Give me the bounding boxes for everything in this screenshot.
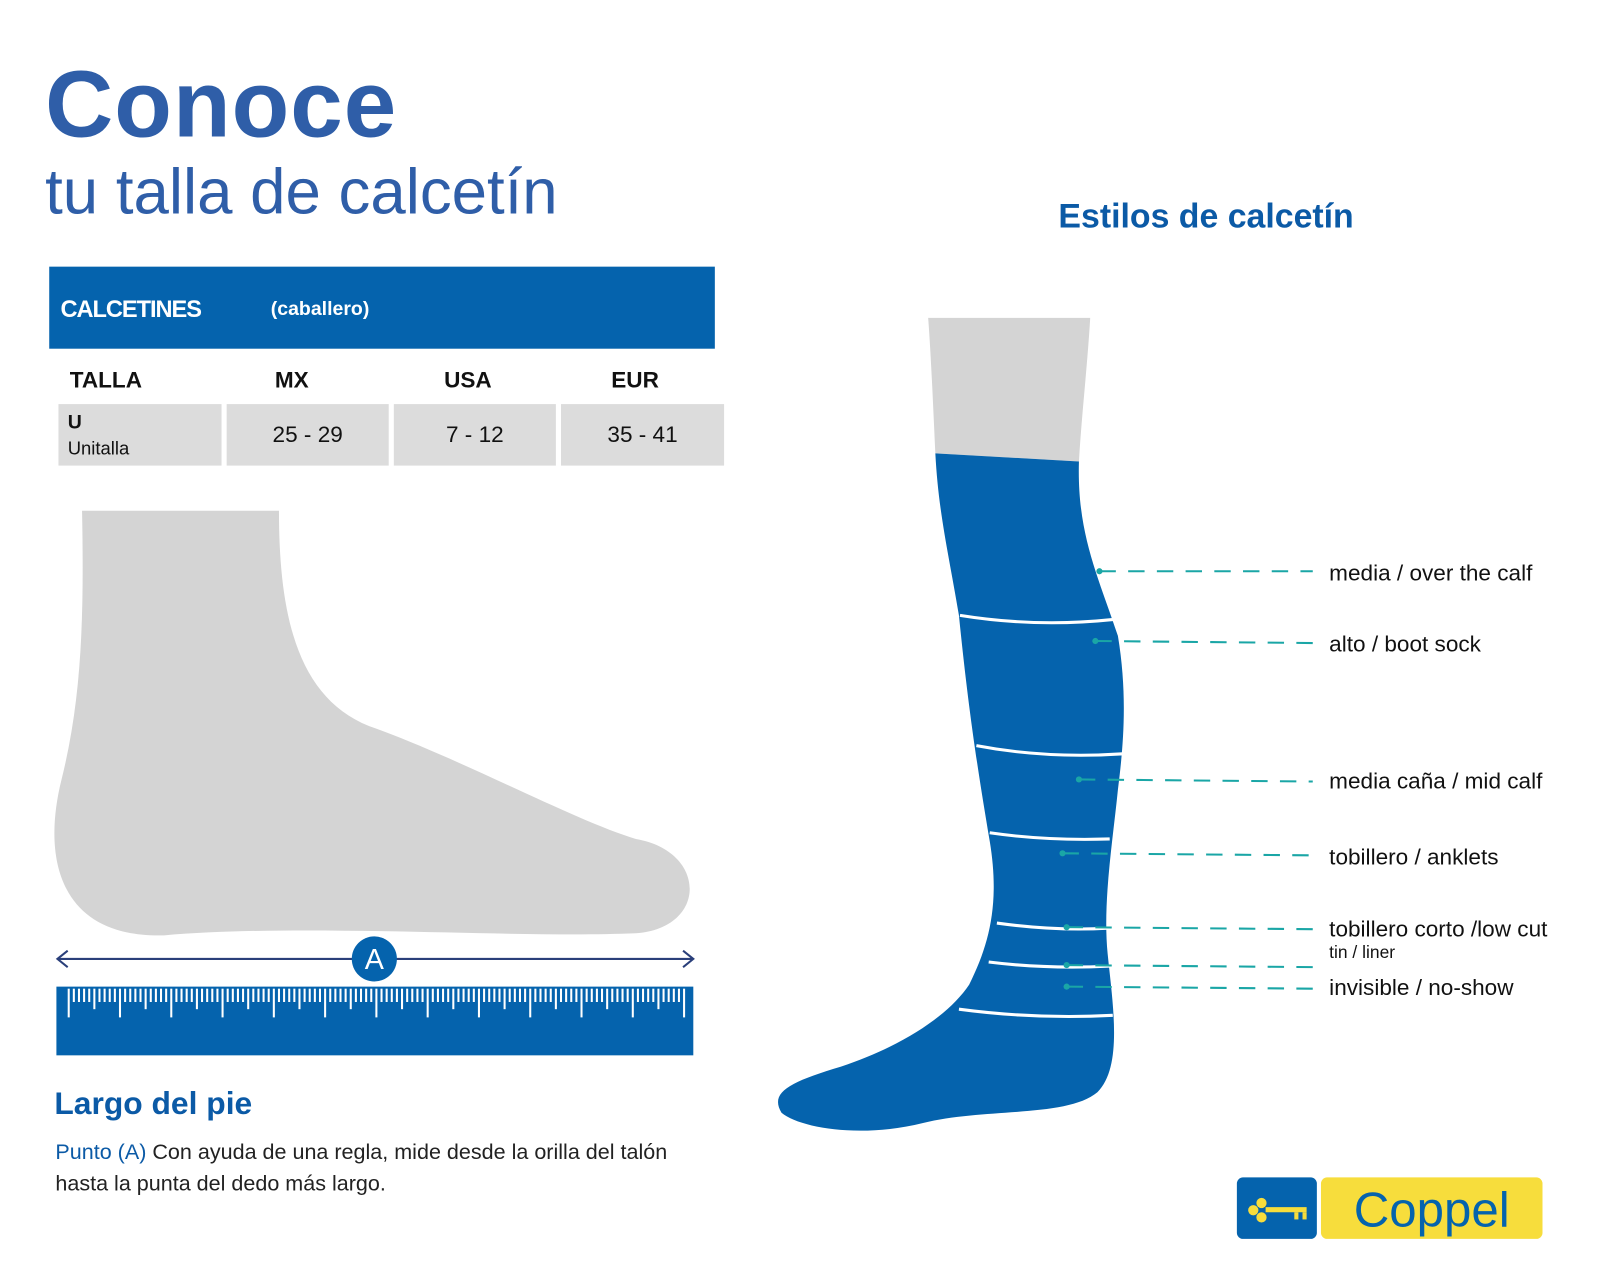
table-heading-note: (caballero) (270, 298, 370, 320)
sock-band-lines (958, 613, 1124, 1019)
col-eur: EUR (611, 367, 659, 393)
talla-note: Unitalla (67, 437, 130, 459)
ruler-ticks (67, 988, 686, 1018)
foot-illustration (54, 510, 690, 936)
point-a-marker (351, 936, 397, 982)
style-sublabel: tin / liner (1329, 942, 1396, 963)
talla-value: U (67, 412, 82, 434)
col-usa: USA (444, 367, 492, 393)
style-label: media caña / mid calf (1329, 768, 1543, 794)
style-label: tobillero corto /low cut (1329, 915, 1548, 942)
cell-eur: 35 - 41 (561, 404, 725, 466)
sock-illustration (778, 453, 1124, 1131)
style-leader-lines (1059, 568, 1313, 990)
style-label: tobillero / anklets (1329, 844, 1499, 870)
size-table-header: CALCETINES (caballero) (49, 266, 715, 349)
foot-instructions: Punto (A) Con ayuda de una regla, mide d… (55, 1136, 691, 1200)
col-mx: MX (274, 367, 309, 393)
coppel-logo: Coppel (1236, 1177, 1543, 1239)
foot-length-title: Largo del pie (54, 1085, 253, 1121)
brand-name: Coppel (1354, 1183, 1510, 1238)
sock-leg-skin (928, 317, 1091, 462)
style-label: alto / boot sock (1329, 630, 1481, 657)
instructions-text: Con ayuda de una regla, mide desde la or… (55, 1140, 668, 1196)
point-label: Punto (A) (55, 1140, 147, 1165)
page-title: Conoce (45, 52, 398, 157)
style-label: invisible / no-show (1329, 974, 1514, 1000)
point-a-letter: A (365, 944, 385, 976)
cell-mx: 25 - 29 (226, 404, 389, 466)
table-heading: CALCETINES (60, 295, 202, 323)
page-subtitle: tu talla de calcetín (45, 156, 558, 228)
style-label: media / over the calf (1329, 559, 1533, 586)
key-icon (1248, 1197, 1307, 1223)
styles-title: Estilos de calcetín (1058, 196, 1354, 235)
col-talla: TALLA (69, 367, 143, 393)
cell-talla: U Unitalla (58, 404, 222, 466)
cell-usa: 7 - 12 (393, 404, 556, 466)
